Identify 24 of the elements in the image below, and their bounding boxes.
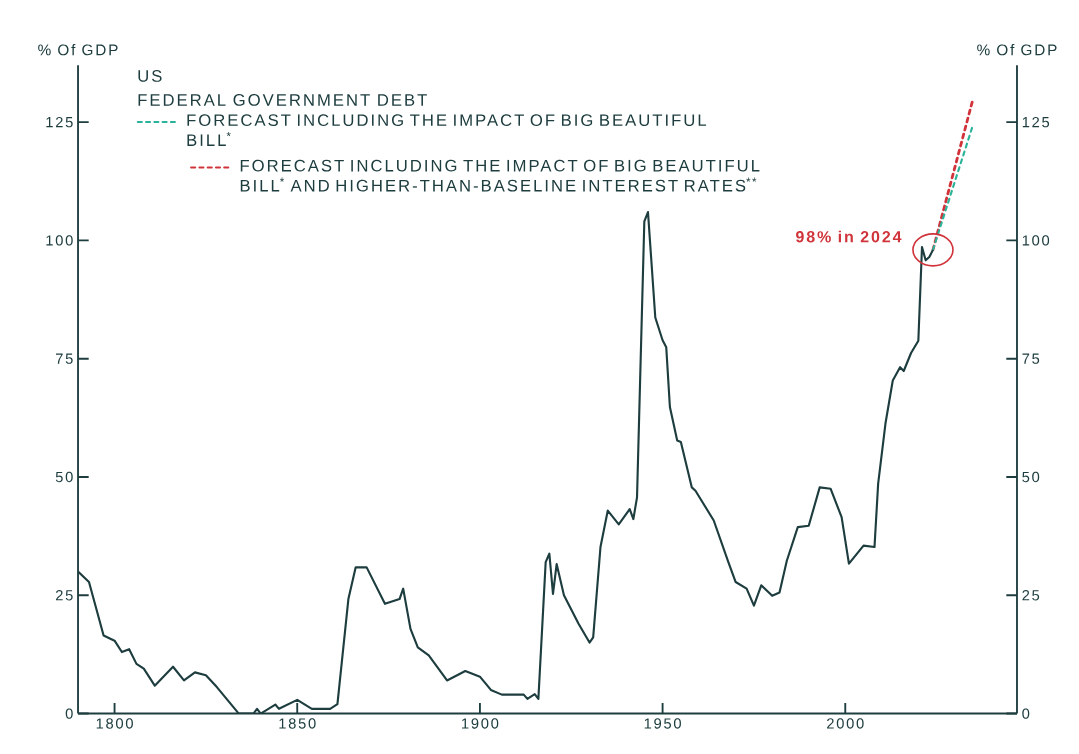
x-tick-label: 1950 xyxy=(644,718,681,729)
x-tick-label: 2000 xyxy=(827,718,864,729)
annotation: 98% in 2024 xyxy=(796,230,902,243)
y2-tick-label: 0 xyxy=(1022,708,1030,719)
text: FEDERAL GOVERNMENT DEBT xyxy=(138,93,427,106)
y-tick-label: 50 xyxy=(55,471,73,483)
chart-title: US xyxy=(138,69,162,82)
y-axis-title: % Of GDP xyxy=(38,43,118,56)
x-tick-label: 1800 xyxy=(96,718,133,729)
y-tick-label: 0 xyxy=(65,708,73,719)
y-tick-label: 125 xyxy=(46,116,73,128)
y-tick-label: 25 xyxy=(55,589,73,601)
y2-tick-label: 50 xyxy=(1022,471,1040,483)
y2-tick-label: 100 xyxy=(1022,235,1050,246)
y2-axis-title: % Of GDP xyxy=(977,43,1057,56)
y2-tick-label: 125 xyxy=(1022,116,1050,128)
y2-tick-label: 75 xyxy=(1022,353,1040,364)
x-tick-label: 1900 xyxy=(462,718,499,729)
legend-label: FORECAST INCLUDING THE IMPACT OF BIG BEAUTIFUL BILL$^{*}$ AND HIGHER-THAN-BASELINE INTEREST RATES$^{**}$ xyxy=(240,159,760,192)
x-tick-label: 1850 xyxy=(279,718,316,729)
y2-tick-label: 25 xyxy=(1022,589,1040,601)
legend-label: FORECAST INCLUDING THE IMPACT OF BIG BEAUTIFUL BILL$^{*}$ xyxy=(187,114,707,146)
y-tick-label: 75 xyxy=(55,353,73,364)
y-tick-label: 100 xyxy=(46,235,73,246)
